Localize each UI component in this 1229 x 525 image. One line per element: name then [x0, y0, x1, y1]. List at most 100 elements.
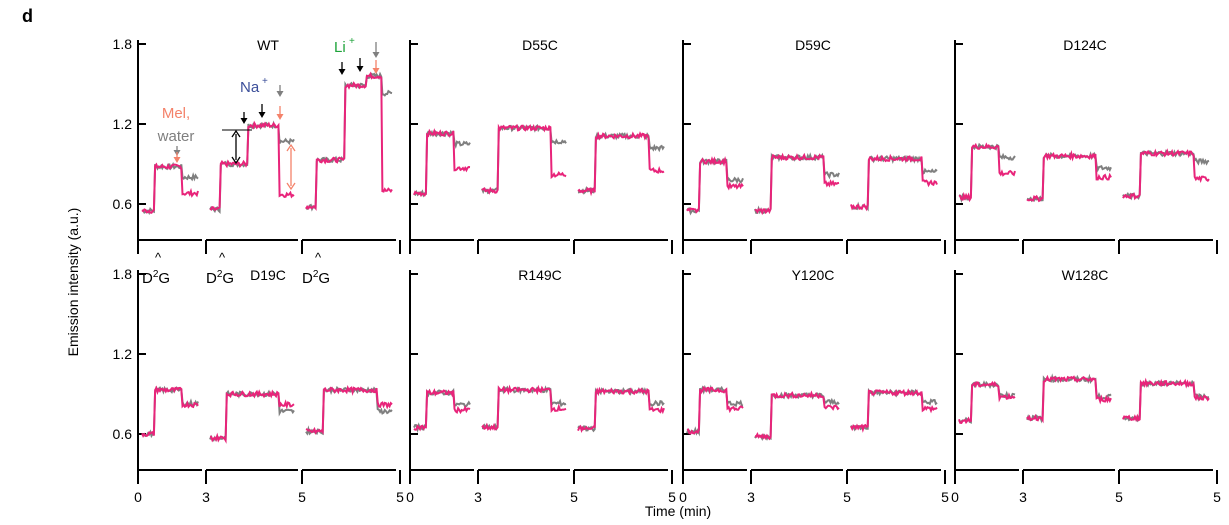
caret-marker: ^	[155, 250, 162, 265]
panel-r149c: R149C 0 3 5 5	[406, 267, 676, 505]
panel-y120c: Y120C 0 3 5 5	[679, 267, 949, 505]
arrow-head	[173, 157, 181, 163]
compound-trace	[413, 388, 471, 432]
double-arrow-black-top	[231, 129, 241, 138]
x-tick-label: 5	[298, 489, 306, 505]
panel-w128c: W128C 0 3 5 5	[951, 267, 1221, 505]
compound-trace	[1026, 149, 1112, 203]
water-trace	[141, 161, 199, 216]
panel-title: D59C	[795, 37, 831, 53]
arrow-head	[356, 66, 364, 72]
panel-title: D19C	[250, 267, 286, 283]
d2g-label: D2G	[206, 269, 234, 287]
mel-arrow-seg1	[173, 152, 181, 163]
panel-title: D55C	[522, 37, 558, 53]
compound-trace	[1122, 148, 1210, 201]
compound-trace	[577, 386, 665, 434]
na-arrow-1	[240, 112, 248, 124]
water-trace	[209, 389, 295, 442]
na-plus: +	[262, 76, 268, 87]
y-tick-label: 1.2	[113, 116, 133, 132]
water-arrow-seg2	[276, 85, 284, 97]
na-arrow-2	[258, 104, 266, 118]
li-label: Li	[334, 39, 346, 56]
li-arrow-1	[338, 62, 346, 75]
compound-trace	[958, 142, 1016, 203]
x-tick-label: 0	[951, 489, 959, 505]
x-tick-label: 5	[396, 489, 404, 505]
compound-trace	[577, 131, 665, 197]
panels-group: 0.6 1.2 1.8 WT D55C D59C D124C 0.6 1.2 1.8 D19C 0 3 5…	[113, 36, 1222, 505]
arrow-head	[258, 112, 266, 118]
compound-trace	[850, 388, 938, 433]
water-trace	[577, 131, 665, 195]
compound-trace	[1122, 377, 1210, 423]
compound-trace	[209, 389, 295, 444]
caret-marker: ^	[315, 250, 322, 265]
mel-label: Mel,	[162, 105, 190, 122]
x-tick-label: 5	[941, 489, 949, 505]
compound-trace	[481, 123, 567, 195]
x-tick-label: 5	[1213, 489, 1221, 505]
x-tick-label: 5	[668, 489, 676, 505]
arrow-head	[338, 69, 346, 75]
x-tick-label: 5	[843, 489, 851, 505]
compound-trace	[958, 380, 1016, 425]
compound-trace	[305, 71, 393, 212]
compound-trace	[754, 390, 840, 441]
panel-d59c: D59C	[682, 37, 946, 254]
panel-title: Y120C	[792, 267, 835, 283]
x-tick-label: 5	[1115, 489, 1123, 505]
arrow-head	[372, 52, 380, 58]
compound-trace	[141, 162, 199, 214]
water-trace	[481, 123, 567, 195]
d2g-label: D2G	[302, 269, 330, 287]
y-tick-label: 1.8	[113, 36, 133, 52]
compound-trace	[141, 385, 199, 438]
water-trace	[754, 391, 840, 441]
y-tick-label: 1.2	[113, 346, 133, 362]
panel-title: WT	[257, 37, 279, 53]
water-trace	[958, 380, 1016, 424]
arrow-head	[240, 118, 248, 124]
panel-d55c: D55C	[409, 37, 673, 254]
y-tick-label: 0.6	[113, 196, 133, 212]
compound-trace	[850, 153, 938, 212]
panel-d124c: D124C	[954, 37, 1218, 254]
double-arrow-orange-bottom	[286, 182, 296, 191]
x-tick-label: 3	[474, 489, 482, 505]
compound-trace	[686, 386, 744, 435]
panel-letter: d	[22, 6, 33, 26]
x-tick-label: 3	[747, 489, 755, 505]
double-arrow-orange-top	[286, 143, 296, 152]
x-tick-label: 0	[134, 489, 142, 505]
compound-trace	[209, 120, 295, 212]
mel-arrow-seg3	[372, 60, 380, 74]
water-trace	[305, 71, 393, 212]
panel-title: R149C	[518, 267, 562, 283]
d2g-label: D2G	[142, 269, 170, 287]
li-plus: +	[349, 36, 355, 47]
na-label: Na	[240, 79, 260, 96]
compound-trace	[1026, 374, 1112, 424]
compound-trace	[413, 128, 471, 198]
water-trace	[209, 120, 295, 214]
arrow-head	[276, 114, 284, 120]
water-trace	[850, 154, 938, 212]
x-tick-label: 5	[570, 489, 578, 505]
panel-title: D124C	[1063, 37, 1107, 53]
compound-trace	[754, 152, 840, 216]
water-trace	[305, 385, 393, 436]
x-axis-label: Time (min)	[645, 503, 711, 519]
y-axis-label: Emission intensity (a.u.)	[65, 208, 81, 357]
panel-d19c: 0.6 1.2 1.8 D19C 0 3 5 5	[113, 266, 405, 505]
water-trace	[958, 142, 1016, 204]
arrow-head	[372, 68, 380, 74]
mel-arrow-seg2	[276, 106, 284, 120]
water-arrow-seg3	[372, 42, 380, 58]
water-label: water	[157, 128, 195, 145]
x-tick-label: 3	[1019, 489, 1027, 505]
x-tick-label: 0	[406, 489, 414, 505]
